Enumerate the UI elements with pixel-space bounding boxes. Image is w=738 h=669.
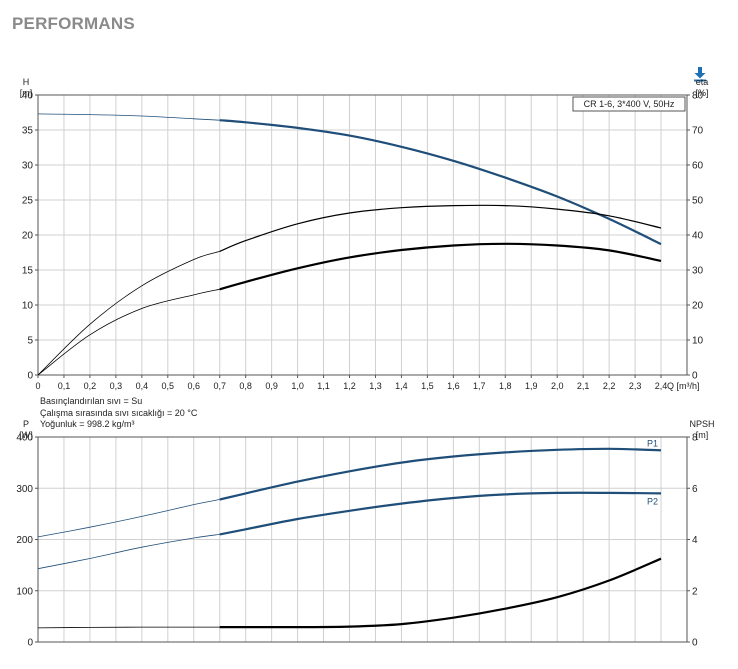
- x-tick-label: 0,6: [188, 381, 201, 391]
- x-tick-label: 1,6: [447, 381, 460, 391]
- x-tick-label: 0,1: [58, 381, 71, 391]
- y-tick-label-left: 15: [22, 266, 34, 277]
- y-tick-label-right: 30: [692, 266, 704, 277]
- y-tick-label-left: 35: [22, 126, 34, 137]
- series-line: [37, 251, 220, 376]
- x-tick-label: 0,3: [110, 381, 123, 391]
- y-tick-label-right: 6: [692, 484, 698, 495]
- x-tick-label: 0,8: [239, 381, 252, 391]
- y-tick-label-right: 20: [692, 301, 704, 312]
- y-axis-unit-left: [W]: [19, 430, 33, 440]
- series-line: [219, 557, 662, 629]
- x-tick-label: 1,1: [317, 381, 330, 391]
- y-tick-label-right: 0: [692, 371, 698, 382]
- x-tick-label: 1,9: [525, 381, 538, 391]
- x-tick-label: 1,7: [473, 381, 486, 391]
- y-tick-label-left: 200: [16, 535, 33, 546]
- y-tick-label-left: 40: [22, 91, 34, 102]
- series-line: [37, 499, 220, 538]
- y-tick-label-left: 400: [16, 433, 33, 444]
- y-tick-label-right: 70: [692, 126, 704, 137]
- legend-text: CR 1-6, 3*400 V, 50Hz: [584, 99, 675, 109]
- y-tick-label-left: 0: [27, 638, 33, 649]
- fluid-notes: Basınçlandırılan sıvı = Su Çalışma sıras…: [40, 396, 197, 431]
- x-tick-label: 0,9: [265, 381, 278, 391]
- y-axis-unit-right: [m]: [696, 430, 709, 440]
- download-icon[interactable]: [692, 66, 708, 82]
- x-tick-label: 0,5: [162, 381, 175, 391]
- y-tick-label-right: 0: [692, 638, 698, 649]
- series-line: [219, 204, 662, 252]
- x-tick-label: 0,4: [136, 381, 149, 391]
- y-tick-label-right: 50: [692, 196, 704, 207]
- y-tick-label-right: 40: [692, 231, 704, 242]
- x-tick-label: 1,4: [395, 381, 408, 391]
- y-axis-label-right: NPSH: [689, 419, 714, 429]
- x-tick-label: 1,8: [499, 381, 512, 391]
- series-line: [219, 119, 662, 246]
- y-tick-label-left: 25: [22, 196, 34, 207]
- x-tick-label: 1,3: [369, 381, 382, 391]
- series-line: [37, 113, 220, 121]
- series-line: [37, 534, 220, 570]
- y-axis-label-right: eta: [696, 77, 709, 87]
- series-line: [219, 447, 662, 501]
- note-line: Basınçlandırılan sıvı = Su: [40, 396, 143, 406]
- x-tick-label: 2,4: [655, 381, 668, 391]
- y-tick-label-right: 60: [692, 161, 704, 172]
- series-label: P2: [647, 496, 658, 506]
- x-tick-label: 2,0: [551, 381, 564, 391]
- x-axis-label: Q [m³/h]: [667, 381, 700, 391]
- y-tick-label-right: 2: [692, 586, 698, 597]
- x-tick-label: 0,2: [84, 381, 97, 391]
- x-tick-label: 1,0: [291, 381, 304, 391]
- series-line: [37, 288, 220, 376]
- y-axis-unit-right: [%]: [695, 88, 708, 98]
- series-line: [219, 242, 662, 291]
- y-tick-label-left: 10: [22, 301, 34, 312]
- y-tick-label-left: 5: [27, 336, 33, 347]
- x-tick-label: 2,3: [629, 381, 642, 391]
- series-line: [37, 626, 220, 629]
- y-tick-label-right: 80: [692, 91, 704, 102]
- x-tick-label: 2,2: [603, 381, 616, 391]
- y-tick-label-right: 4: [692, 535, 698, 546]
- note-line: Yoğunluk = 998.2 kg/m³: [40, 419, 135, 429]
- y-tick-label-left: 0: [27, 371, 33, 382]
- legend-box: [572, 96, 686, 112]
- y-axis-label-left: P: [23, 419, 29, 429]
- series-label: P1: [647, 438, 658, 448]
- y-tick-label-right: 10: [692, 336, 704, 347]
- x-tick-label: 1,2: [343, 381, 356, 391]
- y-tick-label-left: 20: [22, 231, 34, 242]
- series-line: [219, 491, 662, 536]
- plot-frame: [37, 436, 688, 643]
- plot-frame: [37, 94, 688, 376]
- y-tick-label-left: 100: [16, 586, 33, 597]
- y-axis-label-left: H: [23, 77, 30, 87]
- y-tick-label-left: 300: [16, 484, 33, 495]
- x-tick-label: 2,1: [577, 381, 590, 391]
- y-tick-label-right: 8: [692, 433, 698, 444]
- x-tick-label: 1,5: [421, 381, 434, 391]
- y-tick-label-left: 30: [22, 161, 34, 172]
- y-axis-unit-left: [m]: [20, 88, 33, 98]
- note-line: Çalışma sırasında sıvı sıcaklığı = 20 °C: [40, 407, 198, 418]
- page-title: PERFORMANS: [12, 14, 135, 33]
- x-tick-label: 0,7: [213, 381, 226, 391]
- x-tick-label: 0: [35, 381, 40, 391]
